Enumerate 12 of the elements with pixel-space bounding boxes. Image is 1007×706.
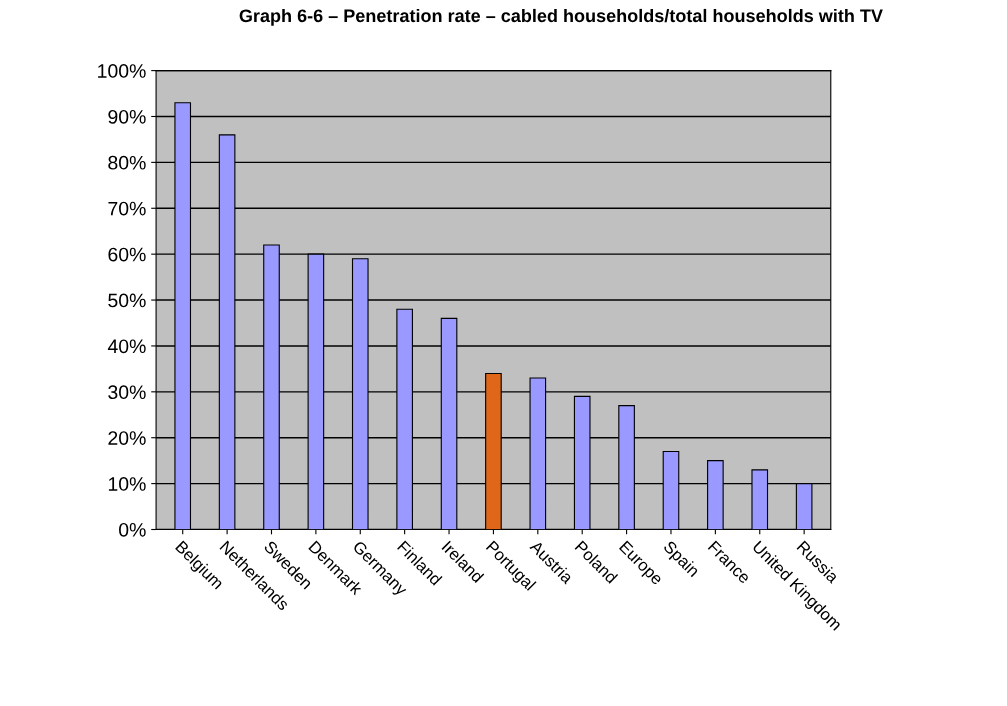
chart-title: Graph 6-6 – Penetration rate – cabled households/total households with TV	[239, 8, 883, 26]
y-tick-label: 20%	[108, 431, 146, 445]
y-tick-label: 90%	[108, 109, 146, 124]
y-tick-label: 80%	[108, 155, 146, 170]
y-tick-label: 0%	[119, 522, 146, 537]
y-tick-label: 40%	[107, 339, 146, 354]
y-tick-label: 50%	[108, 293, 146, 308]
y-tick-label: 70%	[108, 201, 146, 216]
y-tick-label: 30%	[108, 385, 146, 400]
y-tick-label: 10%	[108, 477, 146, 491]
y-tick-label: 60%	[108, 247, 146, 262]
y-tick-label: 100%	[98, 64, 146, 78]
